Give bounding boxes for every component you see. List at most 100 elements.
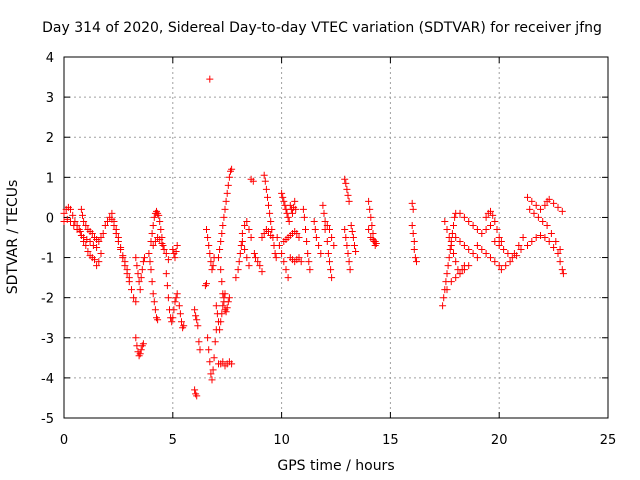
data-point [293,230,301,237]
data-point [439,302,447,310]
data-point [532,201,540,209]
data-point [141,254,148,262]
data-point [460,213,468,221]
data-point [158,240,166,247]
data-point [93,262,101,270]
data-point [222,308,230,316]
data-point [291,197,299,205]
data-point [219,302,227,310]
data-point [446,246,454,253]
data-point [368,222,376,229]
data-point [526,205,534,213]
data-point [247,234,255,241]
data-point [67,218,74,225]
data-point [205,242,213,249]
y-axis-label: SDTVAR / TECUs [5,180,21,295]
data-point [524,242,531,249]
data-point [532,234,540,241]
data-point [80,218,88,225]
data-point [266,209,274,217]
data-point [84,248,92,255]
data-point [547,230,555,237]
data-point [170,306,178,314]
data-point [410,238,418,245]
data-point [234,266,242,274]
data-point [112,226,120,233]
data-point [554,250,562,257]
data-point [172,248,180,255]
data-point [343,242,351,249]
data-point [135,278,143,286]
data-point [450,250,457,257]
data-point [408,199,416,207]
data-point [138,266,146,274]
data-point [315,242,323,249]
data-point [543,222,551,229]
data-point [465,246,473,253]
data-point [465,218,473,225]
data-point [147,266,155,274]
data-point [196,346,204,354]
data-point [203,226,210,233]
data-point [146,258,154,266]
chart-title: Day 314 of 2020, Sidereal Day-to-day VTE… [42,20,602,36]
data-point [443,286,451,294]
plot-frame [63,56,609,419]
data-point [348,228,356,235]
data-point [264,193,271,201]
data-point [235,258,243,266]
y-tick-label: -1 [41,252,54,267]
data-point [284,274,292,282]
data-point [482,226,490,233]
data-point [191,306,199,314]
data-point [482,250,490,257]
data-point [456,209,464,217]
data-point [163,282,171,290]
data-point [297,258,305,266]
data-point [139,340,147,348]
data-point [469,250,477,257]
data-series [60,75,567,400]
grid [64,57,608,418]
data-point [465,262,473,270]
data-point [534,213,542,221]
data-point [367,213,375,221]
data-point [409,205,417,213]
data-point [243,218,251,225]
data-point [128,286,135,294]
data-point [273,234,281,241]
data-point [209,366,217,374]
data-point [258,234,266,241]
data-point [493,226,501,233]
data-point [221,205,229,213]
data-point [303,238,311,245]
x-tick-label: 0 [60,433,68,448]
data-point [206,250,214,257]
x-tick-label: 5 [169,433,177,448]
data-point [237,242,245,249]
data-point [409,230,417,237]
data-point [469,222,477,229]
data-point [134,270,142,278]
data-point [528,238,536,245]
data-point [133,262,141,270]
data-point [343,185,351,193]
data-point [180,322,188,330]
data-point [101,222,109,229]
data-point [312,234,320,241]
data-point [110,218,118,225]
data-point [210,354,218,362]
data-point [104,218,111,225]
data-point [195,338,203,346]
data-point [222,197,230,205]
data-point [326,258,333,266]
data-point [510,250,518,257]
data-point [284,213,292,221]
data-point [173,242,181,249]
data-point [172,294,180,302]
data-point [330,242,338,249]
data-point [342,179,350,187]
data-point [139,258,147,266]
data-point [245,262,253,270]
